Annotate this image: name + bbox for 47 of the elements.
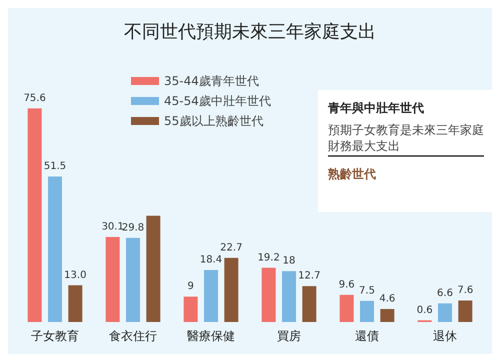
bar [438, 303, 452, 322]
x-tick-label: 還債 [355, 329, 379, 343]
bar [126, 238, 140, 322]
x-tick-label: 食衣住行 [109, 329, 157, 343]
bar [340, 294, 354, 322]
data-label: 6.6 [437, 288, 453, 299]
data-label: 19.2 [258, 252, 280, 264]
annotation: 預期子女教育是未來三年家庭財務最大支出 [328, 123, 484, 153]
x-tick-label: 子女教育 [31, 329, 79, 343]
x-tick-label: 買房 [277, 329, 301, 343]
annotation: 熟齡世代 [327, 167, 376, 181]
bar [458, 300, 472, 322]
x-tick-label: 醫療保健 [187, 329, 235, 343]
data-label: 75.6 [24, 92, 46, 104]
data-label: 0.6 [416, 304, 433, 316]
data-label: 30.1 [102, 221, 124, 232]
legend-label: 45-54歲中壯年世代 [164, 94, 271, 108]
data-label: 9.6 [338, 279, 355, 290]
data-label: 51.5 [44, 161, 66, 172]
data-label: 18 [282, 256, 296, 267]
chart-title: 不同世代預期未來三年家庭支出 [124, 22, 376, 42]
data-label: 12.7 [298, 270, 320, 282]
data-label: 7.6 [457, 285, 474, 296]
bar [48, 176, 62, 322]
data-label: 4.6 [379, 294, 396, 305]
data-label: 22.7 [220, 242, 242, 254]
bar [224, 258, 238, 322]
bar [302, 286, 316, 322]
legend-label: 55歲以上熟齡世代 [164, 114, 264, 128]
x-tick-label: 退休 [433, 329, 457, 343]
data-label: 13.0 [64, 270, 86, 281]
data-label: 18.4 [200, 254, 222, 266]
data-label: 9 [188, 281, 194, 292]
bar [204, 270, 218, 322]
data-label: 29.8 [122, 222, 144, 234]
bar [262, 268, 276, 322]
bar [282, 271, 296, 322]
data-label: 7.5 [359, 285, 375, 296]
annotation: 青年與中壯年世代 [327, 101, 424, 115]
bar [360, 300, 374, 322]
bar [184, 296, 198, 322]
bar [28, 108, 42, 322]
legend-label: 35-44歲青年世代 [164, 74, 259, 88]
bar [146, 216, 160, 322]
bar [106, 236, 120, 322]
bar [68, 285, 82, 322]
bar [380, 309, 394, 322]
